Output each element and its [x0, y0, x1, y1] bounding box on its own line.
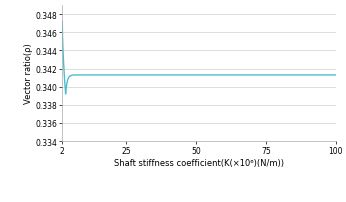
Axial vibration vector ratio [164, 74, 168, 77]
Axial vibration vector ratio [60, 21, 64, 23]
Axial vibration vector ratio [91, 74, 95, 77]
Axial vibration vector ratio [334, 74, 338, 77]
Axial vibration vector ratio [64, 93, 68, 96]
Y-axis label: Vector ratio(ρ): Vector ratio(ρ) [24, 43, 33, 104]
Axial vibration vector ratio [76, 74, 81, 77]
Axial vibration vector ratio [301, 74, 305, 77]
Axial vibration vector ratio [104, 74, 108, 77]
Axial vibration vector ratio [290, 74, 294, 77]
Line: Axial vibration vector ratio: Axial vibration vector ratio [62, 22, 336, 95]
X-axis label: Shaft stiffness coefficient(K(×10⁶)(N/m)): Shaft stiffness coefficient(K(×10⁶)(N/m)… [114, 158, 284, 167]
